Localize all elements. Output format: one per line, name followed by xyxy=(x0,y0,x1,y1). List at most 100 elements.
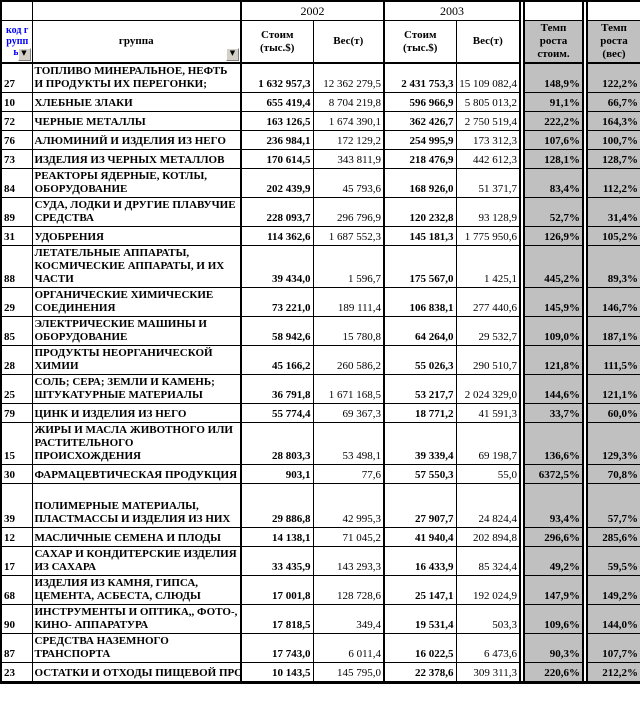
filter-dropdown-code-icon[interactable]: ▼ xyxy=(17,48,31,61)
cell-group-code[interactable]: 84 xyxy=(0,168,33,198)
header-weight-2003[interactable]: Вес(т) xyxy=(455,20,521,64)
cell-weight-2003[interactable]: 503,3 xyxy=(455,604,521,634)
cell-weight-2003[interactable]: 55,0 xyxy=(455,464,521,484)
cell-weight-2002[interactable]: 53 498,1 xyxy=(312,422,385,465)
cell-group-code[interactable]: 25 xyxy=(0,374,33,404)
header-code-group[interactable]: код группы ▼ xyxy=(0,20,33,64)
cell-cost-2002[interactable]: 1 632 957,3 xyxy=(240,62,314,93)
header-weight-2002[interactable]: Вес(т) xyxy=(312,20,385,64)
cell-cost-2003[interactable]: 596 966,9 xyxy=(383,92,457,112)
cell-blank-h1[interactable] xyxy=(586,1,640,21)
cell-cost-2002[interactable]: 73 221,0 xyxy=(240,287,314,317)
cell-growth-weight[interactable]: 212,2% xyxy=(586,662,640,683)
cell-weight-2002[interactable]: 296 796,9 xyxy=(312,197,385,227)
cell-group-code[interactable]: 17 xyxy=(0,546,33,576)
cell-weight-2003[interactable]: 277 440,6 xyxy=(455,287,521,317)
cell-cost-2003[interactable]: 22 378,6 xyxy=(383,662,457,683)
cell-growth-weight[interactable]: 122,2% xyxy=(586,62,640,93)
cell-group-code[interactable]: 89 xyxy=(0,197,33,227)
cell-group-code[interactable]: 29 xyxy=(0,287,33,317)
cell-growth-cost[interactable]: 147,9% xyxy=(523,575,584,605)
cell-growth-weight[interactable]: 57,7% xyxy=(586,483,640,528)
cell-growth-cost[interactable]: 52,7% xyxy=(523,197,584,227)
cell-group-code[interactable]: 39 xyxy=(0,483,33,528)
cell-growth-weight[interactable]: 146,7% xyxy=(586,287,640,317)
cell-growth-cost[interactable]: 109,6% xyxy=(523,604,584,634)
cell-cost-2002[interactable]: 655 419,4 xyxy=(240,92,314,112)
cell-weight-2002[interactable]: 69 367,3 xyxy=(312,403,385,423)
cell-weight-2003[interactable]: 202 894,8 xyxy=(455,527,521,547)
cell-weight-2003[interactable]: 1 425,1 xyxy=(455,245,521,288)
cell-cost-2003[interactable]: 2 431 753,3 xyxy=(383,62,457,93)
cell-growth-cost[interactable]: 136,6% xyxy=(523,422,584,465)
cell-group-code[interactable]: 72 xyxy=(0,111,33,131)
cell-growth-cost[interactable]: 220,6% xyxy=(523,662,584,683)
cell-growth-cost[interactable]: 445,2% xyxy=(523,245,584,288)
cell-cost-2003[interactable]: 120 232,8 xyxy=(383,197,457,227)
header-cost-2003[interactable]: Стоим (тыс.$) xyxy=(383,20,457,64)
cell-group-code[interactable]: 68 xyxy=(0,575,33,605)
cell-cost-2003[interactable]: 168 926,0 xyxy=(383,168,457,198)
cell-growth-weight[interactable]: 31,4% xyxy=(586,197,640,227)
cell-group-code[interactable]: 23 xyxy=(0,662,33,683)
cell-growth-cost[interactable]: 222,2% xyxy=(523,111,584,131)
cell-weight-2002[interactable]: 15 780,8 xyxy=(312,316,385,346)
cell-growth-cost[interactable]: 33,7% xyxy=(523,403,584,423)
cell-weight-2003[interactable]: 41 591,3 xyxy=(455,403,521,423)
cell-weight-2002[interactable]: 6 011,4 xyxy=(312,633,385,663)
cell-weight-2002[interactable]: 143 293,3 xyxy=(312,546,385,576)
cell-group-name[interactable]: СУДА, ЛОДКИ И ДРУГИЕ ПЛАВУЧИЕ СРЕДСТВА xyxy=(31,197,242,227)
cell-growth-cost[interactable]: 296,6% xyxy=(523,527,584,547)
cell-growth-weight[interactable]: 121,1% xyxy=(586,374,640,404)
cell-cost-2002[interactable]: 170 614,5 xyxy=(240,149,314,169)
cell-growth-cost[interactable]: 49,2% xyxy=(523,546,584,576)
cell-weight-2003[interactable]: 15 109 082,4 xyxy=(455,62,521,93)
cell-cost-2003[interactable]: 27 907,7 xyxy=(383,483,457,528)
cell-growth-cost[interactable]: 145,9% xyxy=(523,287,584,317)
cell-cost-2002[interactable]: 163 126,5 xyxy=(240,111,314,131)
cell-group-name[interactable]: ПОЛИМЕРНЫЕ МАТЕРИАЛЫ, ПЛАСТМАССЫ И ИЗДЕЛ… xyxy=(31,483,242,528)
cell-weight-2002[interactable]: 1 596,7 xyxy=(312,245,385,288)
cell-group-code[interactable]: 90 xyxy=(0,604,33,634)
cell-growth-weight[interactable]: 187,1% xyxy=(586,316,640,346)
cell-growth-cost[interactable]: 144,6% xyxy=(523,374,584,404)
cell-growth-weight[interactable]: 111,5% xyxy=(586,345,640,375)
cell-cost-2002[interactable]: 903,1 xyxy=(240,464,314,484)
cell-weight-2003[interactable]: 69 198,7 xyxy=(455,422,521,465)
cell-group-code[interactable]: 27 xyxy=(0,62,33,93)
cell-growth-cost[interactable]: 148,9% xyxy=(523,62,584,93)
cell-cost-2002[interactable]: 10 143,5 xyxy=(240,662,314,683)
cell-cost-2003[interactable]: 175 567,0 xyxy=(383,245,457,288)
cell-weight-2002[interactable]: 189 111,4 xyxy=(312,287,385,317)
cell-group-name[interactable]: РЕАКТОРЫ ЯДЕРНЫЕ, КОТЛЫ, ОБОРУДОВАНИЕ xyxy=(31,168,242,198)
cell-growth-weight[interactable]: 107,7% xyxy=(586,633,640,663)
cell-group-code[interactable]: 79 xyxy=(0,403,33,423)
filter-dropdown-group-icon[interactable]: ▼ xyxy=(226,48,239,61)
cell-group-code[interactable]: 31 xyxy=(0,226,33,246)
cell-cost-2002[interactable]: 17 001,8 xyxy=(240,575,314,605)
cell-group-code[interactable]: 28 xyxy=(0,345,33,375)
cell-growth-cost[interactable]: 121,8% xyxy=(523,345,584,375)
cell-growth-cost[interactable]: 128,1% xyxy=(523,149,584,169)
cell-group-name[interactable]: ПРОДУКТЫ НЕОРГАНИЧЕСКОЙ ХИМИИ xyxy=(31,345,242,375)
cell-cost-2003[interactable]: 145 181,3 xyxy=(383,226,457,246)
cell-group-name[interactable]: ОСТАТКИ И ОТХОДЫ ПИЩЕВОЙ ПРО xyxy=(31,662,242,683)
header-group[interactable]: группа ▼ xyxy=(31,20,242,64)
cell-growth-cost[interactable]: 126,9% xyxy=(523,226,584,246)
cell-group-name[interactable]: ИЗДЕЛИЯ ИЗ КАМНЯ, ГИПСА, ЦЕМЕНТА, АСБЕСТ… xyxy=(31,575,242,605)
cell-group-code[interactable]: 87 xyxy=(0,633,33,663)
cell-cost-2002[interactable]: 36 791,8 xyxy=(240,374,314,404)
cell-group-code[interactable]: 12 xyxy=(0,527,33,547)
cell-growth-weight[interactable]: 66,7% xyxy=(586,92,640,112)
cell-cost-2003[interactable]: 18 771,2 xyxy=(383,403,457,423)
cell-weight-2002[interactable]: 172 129,2 xyxy=(312,130,385,150)
cell-group-name[interactable]: САХАР И КОНДИТЕРСКИЕ ИЗДЕЛИЯ ИЗ САХАРА xyxy=(31,546,242,576)
cell-group-name[interactable]: ОРГАНИЧЕСКИЕ ХИМИЧЕСКИЕ СОЕДИНЕНИЯ xyxy=(31,287,242,317)
cell-cost-2003[interactable]: 64 264,0 xyxy=(383,316,457,346)
cell-weight-2002[interactable]: 1 674 390,1 xyxy=(312,111,385,131)
cell-cost-2002[interactable]: 29 886,8 xyxy=(240,483,314,528)
cell-growth-weight[interactable]: 59,5% xyxy=(586,546,640,576)
cell-group-code[interactable]: 10 xyxy=(0,92,33,112)
cell-growth-cost[interactable]: 107,6% xyxy=(523,130,584,150)
cell-group-name[interactable]: МАСЛИЧНЫЕ СЕМЕНА И ПЛОДЫ xyxy=(31,527,242,547)
